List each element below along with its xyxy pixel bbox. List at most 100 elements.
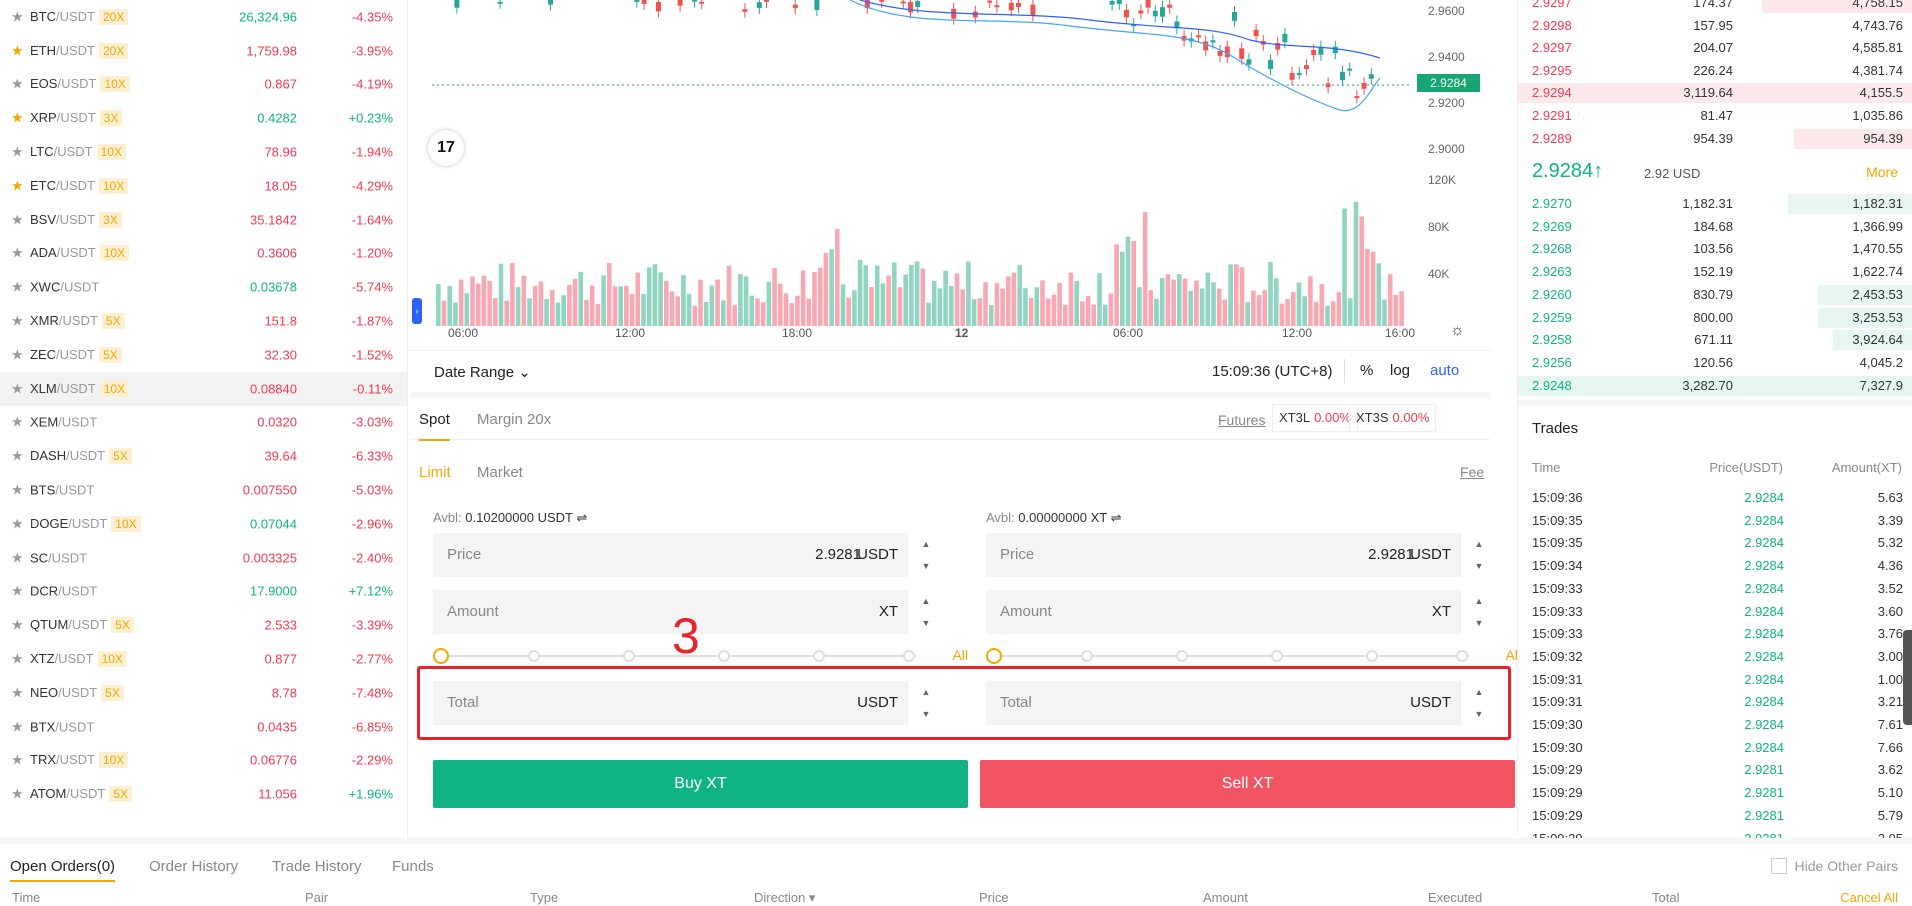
market-row-atom[interactable]: ★ ATOM/USDT 5X 11.056 +1.96%	[0, 777, 407, 811]
market-row-xem[interactable]: ★ XEM/USDT 0.0320 -3.03%	[0, 406, 407, 440]
tab-margin[interactable]: Margin 20x	[477, 411, 552, 428]
market-row-trx[interactable]: ★ TRX/USDT 10X 0.06776 -2.29%	[0, 744, 407, 778]
tab-order-history[interactable]: Order History	[149, 858, 239, 875]
chevron-up-icon[interactable]: ▲	[921, 596, 931, 606]
tab-spot[interactable]: Spot	[419, 411, 450, 441]
favorite-star-icon[interactable]: ★	[11, 481, 24, 498]
price-chart[interactable]: 17 › 2.9284 ☼ 2.9600 2.9400 2.9200 2.9000 12…	[410, 0, 1492, 350]
market-row-bsv[interactable]: ★ BSV/USDT 3X 35.1842 -1.64%	[0, 203, 407, 237]
favorite-star-icon[interactable]: ★	[11, 413, 24, 430]
buy-percent-slider[interactable]: All	[433, 646, 968, 666]
ask-row[interactable]: 2.9295 226.24 4,381.74	[1532, 62, 1903, 78]
sell-button[interactable]: Sell XT	[980, 760, 1515, 808]
ask-row[interactable]: 2.9289 954.39 954.39	[1518, 128, 1912, 150]
ask-row[interactable]: 2.9291 81.47 1,035.86	[1532, 108, 1903, 123]
sell-price-value[interactable]: 2.9281	[1368, 546, 1414, 563]
bid-row[interactable]: 2.9269 184.68 1,366.99	[1532, 218, 1903, 234]
chevron-up-icon[interactable]: ▲	[1474, 539, 1484, 549]
favorite-star-icon[interactable]: ★	[11, 244, 24, 261]
market-row-xrp[interactable]: ★ XRP/USDT 3X 0.4282 +0.23%	[0, 101, 407, 135]
favorite-star-icon[interactable]: ★	[11, 515, 24, 532]
buy-button[interactable]: Buy XT	[433, 760, 968, 808]
sell-price-stepper[interactable]: ▲ ▼	[1460, 533, 1496, 577]
market-row-dash[interactable]: ★ DASH/USDT 5X 39.64 -6.33%	[0, 439, 407, 473]
market-row-zec[interactable]: ★ ZEC/USDT 5X 32.30 -1.52%	[0, 338, 407, 372]
market-row-eth[interactable]: ★ ETH/USDT 20X 1,759.98 -3.95%	[0, 34, 407, 68]
chevron-up-icon[interactable]: ▲	[921, 687, 931, 697]
market-row-doge[interactable]: ★ DOGE/USDT 10X 0.07044 -2.96%	[0, 507, 407, 541]
favorite-star-icon[interactable]: ★	[11, 312, 24, 329]
bid-row[interactable]: 2.9263 152.19 1,622.74	[1532, 264, 1903, 280]
chevron-up-icon[interactable]: ▲	[1474, 687, 1484, 697]
bid-row[interactable]: 2.9260 830.79 2,453.53	[1518, 284, 1912, 306]
buy-total-stepper[interactable]: ▲ ▼	[907, 681, 943, 725]
favorite-star-icon[interactable]: ★	[11, 549, 24, 566]
tab-open-orders[interactable]: Open Orders(0)	[10, 858, 116, 882]
chart-settings-gear-icon[interactable]: ☼	[1450, 322, 1465, 339]
market-row-qtum[interactable]: ★ QTUM/USDT 5X 2.533 -3.39%	[0, 608, 407, 642]
buy-amount-stepper[interactable]: ▲ ▼	[907, 590, 943, 634]
market-row-ada[interactable]: ★ ADA/USDT 10X 0.3606 -1.20%	[0, 237, 407, 271]
buy-price-value[interactable]: 2.9281	[815, 546, 861, 563]
leveraged-token-xt3l[interactable]: XT3L 0.00%	[1272, 404, 1358, 432]
favorite-star-icon[interactable]: ★	[11, 278, 24, 295]
market-row-btx[interactable]: ★ BTX/USDT 0.0435 -6.85%	[0, 710, 407, 744]
chevron-down-icon[interactable]: ▼	[921, 709, 931, 719]
chevron-up-icon[interactable]: ▲	[921, 539, 931, 549]
favorite-star-icon[interactable]: ★	[11, 718, 24, 735]
ask-row[interactable]: 2.9294 3,119.64 4,155.5	[1518, 82, 1912, 104]
sell-amount-stepper[interactable]: ▲ ▼	[1460, 590, 1496, 634]
orderbook-more-link[interactable]: More	[1866, 164, 1898, 180]
market-row-neo[interactable]: ★ NEO/USDT 5X 8.78 -7.48%	[0, 676, 407, 710]
favorite-star-icon[interactable]: ★	[11, 211, 24, 228]
chart-sidebar-toggle[interactable]: ›	[412, 298, 422, 324]
favorite-star-icon[interactable]: ★	[11, 751, 24, 768]
tab-funds[interactable]: Funds	[392, 858, 434, 875]
candlestick-chart-canvas[interactable]	[410, 0, 1492, 350]
buy-price-stepper[interactable]: ▲ ▼	[907, 533, 943, 577]
log-scale-toggle[interactable]: log	[1390, 362, 1411, 379]
sell-price-field[interactable]: Price 2.9281 USDT ▲ ▼	[986, 533, 1496, 577]
chevron-down-icon[interactable]: ▼	[1474, 618, 1484, 628]
favorite-star-icon[interactable]: ★	[11, 42, 24, 59]
favorite-star-icon[interactable]: ★	[11, 8, 24, 25]
sell-amount-field[interactable]: Amount XT ▲ ▼	[986, 590, 1496, 634]
futures-link[interactable]: Futures	[1218, 412, 1266, 428]
buy-price-field[interactable]: Price 2.9281 USDT ▲ ▼	[433, 533, 943, 577]
ask-row[interactable]: 2.9297 174.37 4,758.15	[1518, 0, 1912, 14]
market-row-dcr[interactable]: ★ DCR/USDT 17.9000 +7.12%	[0, 575, 407, 609]
favorite-star-icon[interactable]: ★	[11, 346, 24, 363]
favorite-star-icon[interactable]: ★	[11, 785, 24, 802]
market-row-xmr[interactable]: ★ XMR/USDT 5X 151.8 -1.87%	[0, 304, 407, 338]
market-row-bts[interactable]: ★ BTS/USDT 0.007550 -5.03%	[0, 473, 407, 507]
auto-scale-toggle[interactable]: auto	[1430, 362, 1460, 379]
bid-row[interactable]: 2.9259 800.00 3,253.53	[1518, 307, 1912, 329]
favorite-star-icon[interactable]: ★	[11, 650, 24, 667]
bid-row[interactable]: 2.9256 120.56 4,045.2	[1532, 354, 1903, 370]
favorite-star-icon[interactable]: ★	[11, 143, 24, 160]
bid-row[interactable]: 2.9268 103.56 1,470.55	[1532, 241, 1903, 257]
market-row-etc[interactable]: ★ ETC/USDT 10X 18.05 -4.29%	[0, 169, 407, 203]
chevron-down-icon[interactable]: ▼	[1474, 561, 1484, 571]
market-row-xtz[interactable]: ★ XTZ/USDT 10X 0.877 -2.77%	[0, 642, 407, 676]
sell-percent-slider[interactable]: All	[986, 646, 1521, 666]
market-row-eos[interactable]: ★ EOS/USDT 10X 0.867 -4.19%	[0, 68, 407, 102]
favorite-star-icon[interactable]: ★	[11, 177, 24, 194]
market-row-xwc[interactable]: ★ XWC/USDT 0.03678 -5.74%	[0, 270, 407, 304]
favorite-star-icon[interactable]: ★	[11, 616, 24, 633]
favorite-star-icon[interactable]: ★	[11, 109, 24, 126]
fee-link[interactable]: Fee	[1460, 464, 1485, 480]
favorite-star-icon[interactable]: ★	[11, 684, 24, 701]
tradingview-logo[interactable]: 17	[428, 130, 464, 166]
order-type-limit[interactable]: Limit	[419, 464, 451, 481]
market-row-btc[interactable]: ★ BTC/USDT 20X 26,324.96 -4.35%	[0, 0, 407, 34]
chevron-down-icon[interactable]: ▼	[921, 618, 931, 628]
col-direction[interactable]: Direction ▾	[754, 890, 816, 905]
leveraged-token-xt3s[interactable]: XT3S 0.00%	[1349, 404, 1437, 432]
favorite-star-icon[interactable]: ★	[11, 582, 24, 599]
favorite-star-icon[interactable]: ★	[11, 75, 24, 92]
buy-total-field[interactable]: Total USDT ▲ ▼	[433, 681, 943, 725]
tab-trade-history[interactable]: Trade History	[272, 858, 362, 875]
buy-all-button[interactable]: All	[952, 647, 968, 663]
hide-other-pairs-checkbox[interactable]: Hide Other Pairs	[1770, 858, 1898, 874]
